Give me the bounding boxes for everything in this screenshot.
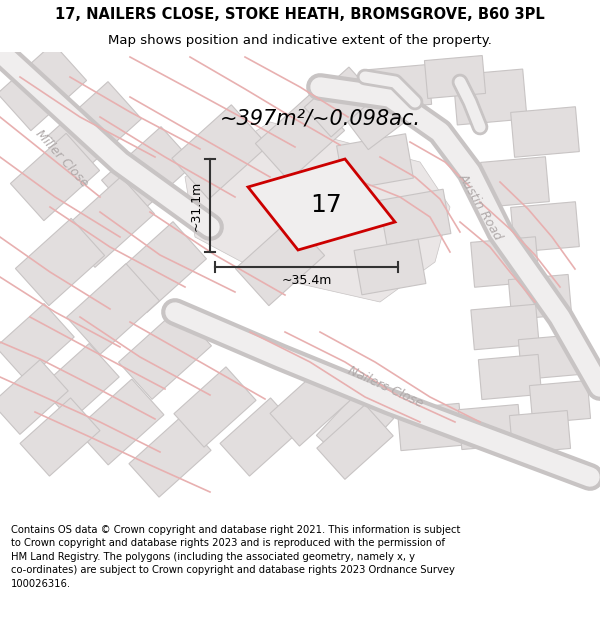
Text: ~35.4m: ~35.4m: [281, 274, 332, 288]
Polygon shape: [185, 122, 450, 302]
Polygon shape: [67, 264, 160, 354]
Polygon shape: [453, 69, 527, 125]
Polygon shape: [379, 189, 451, 245]
Polygon shape: [337, 134, 413, 190]
Polygon shape: [481, 157, 550, 208]
Polygon shape: [511, 202, 580, 252]
Polygon shape: [470, 237, 539, 288]
Polygon shape: [346, 84, 415, 149]
Polygon shape: [368, 64, 431, 109]
Polygon shape: [270, 368, 350, 446]
Polygon shape: [317, 404, 393, 479]
Polygon shape: [304, 67, 376, 137]
Polygon shape: [0, 43, 86, 131]
Text: ~31.1m: ~31.1m: [190, 181, 203, 231]
Polygon shape: [62, 177, 154, 268]
Polygon shape: [478, 354, 542, 399]
Text: Nailers Close: Nailers Close: [346, 364, 425, 410]
Text: 17, NAILERS CLOSE, STOKE HEATH, BROMSGROVE, B60 3PL: 17, NAILERS CLOSE, STOKE HEATH, BROMSGRO…: [55, 7, 545, 22]
Polygon shape: [0, 304, 74, 381]
Text: 17: 17: [311, 192, 343, 216]
Text: Austin Road: Austin Road: [455, 171, 505, 242]
Polygon shape: [119, 309, 211, 399]
Polygon shape: [511, 107, 580, 158]
Polygon shape: [0, 359, 68, 434]
Polygon shape: [424, 56, 485, 99]
Text: Contains OS data © Crown copyright and database right 2021. This information is : Contains OS data © Crown copyright and d…: [11, 524, 460, 589]
Polygon shape: [256, 93, 344, 181]
Polygon shape: [316, 388, 394, 466]
Polygon shape: [101, 127, 194, 218]
Text: Miller Close: Miller Close: [33, 127, 91, 190]
Polygon shape: [172, 105, 268, 199]
Polygon shape: [220, 398, 300, 476]
Polygon shape: [129, 417, 211, 497]
Polygon shape: [76, 379, 164, 465]
Text: Map shows position and indicative extent of the property.: Map shows position and indicative extent…: [108, 34, 492, 47]
Polygon shape: [529, 381, 590, 424]
Text: ~397m²/~0.098ac.: ~397m²/~0.098ac.: [220, 109, 421, 129]
Polygon shape: [113, 222, 206, 312]
Polygon shape: [174, 367, 256, 447]
Polygon shape: [518, 334, 581, 379]
Polygon shape: [20, 398, 100, 476]
Polygon shape: [471, 304, 539, 350]
Polygon shape: [41, 344, 119, 421]
Polygon shape: [458, 404, 521, 449]
Polygon shape: [49, 82, 142, 172]
Polygon shape: [235, 218, 325, 306]
Polygon shape: [16, 218, 104, 306]
Polygon shape: [509, 411, 571, 454]
Polygon shape: [248, 159, 395, 250]
Polygon shape: [508, 274, 572, 319]
Polygon shape: [397, 403, 463, 451]
Polygon shape: [10, 133, 100, 221]
Polygon shape: [354, 239, 426, 295]
